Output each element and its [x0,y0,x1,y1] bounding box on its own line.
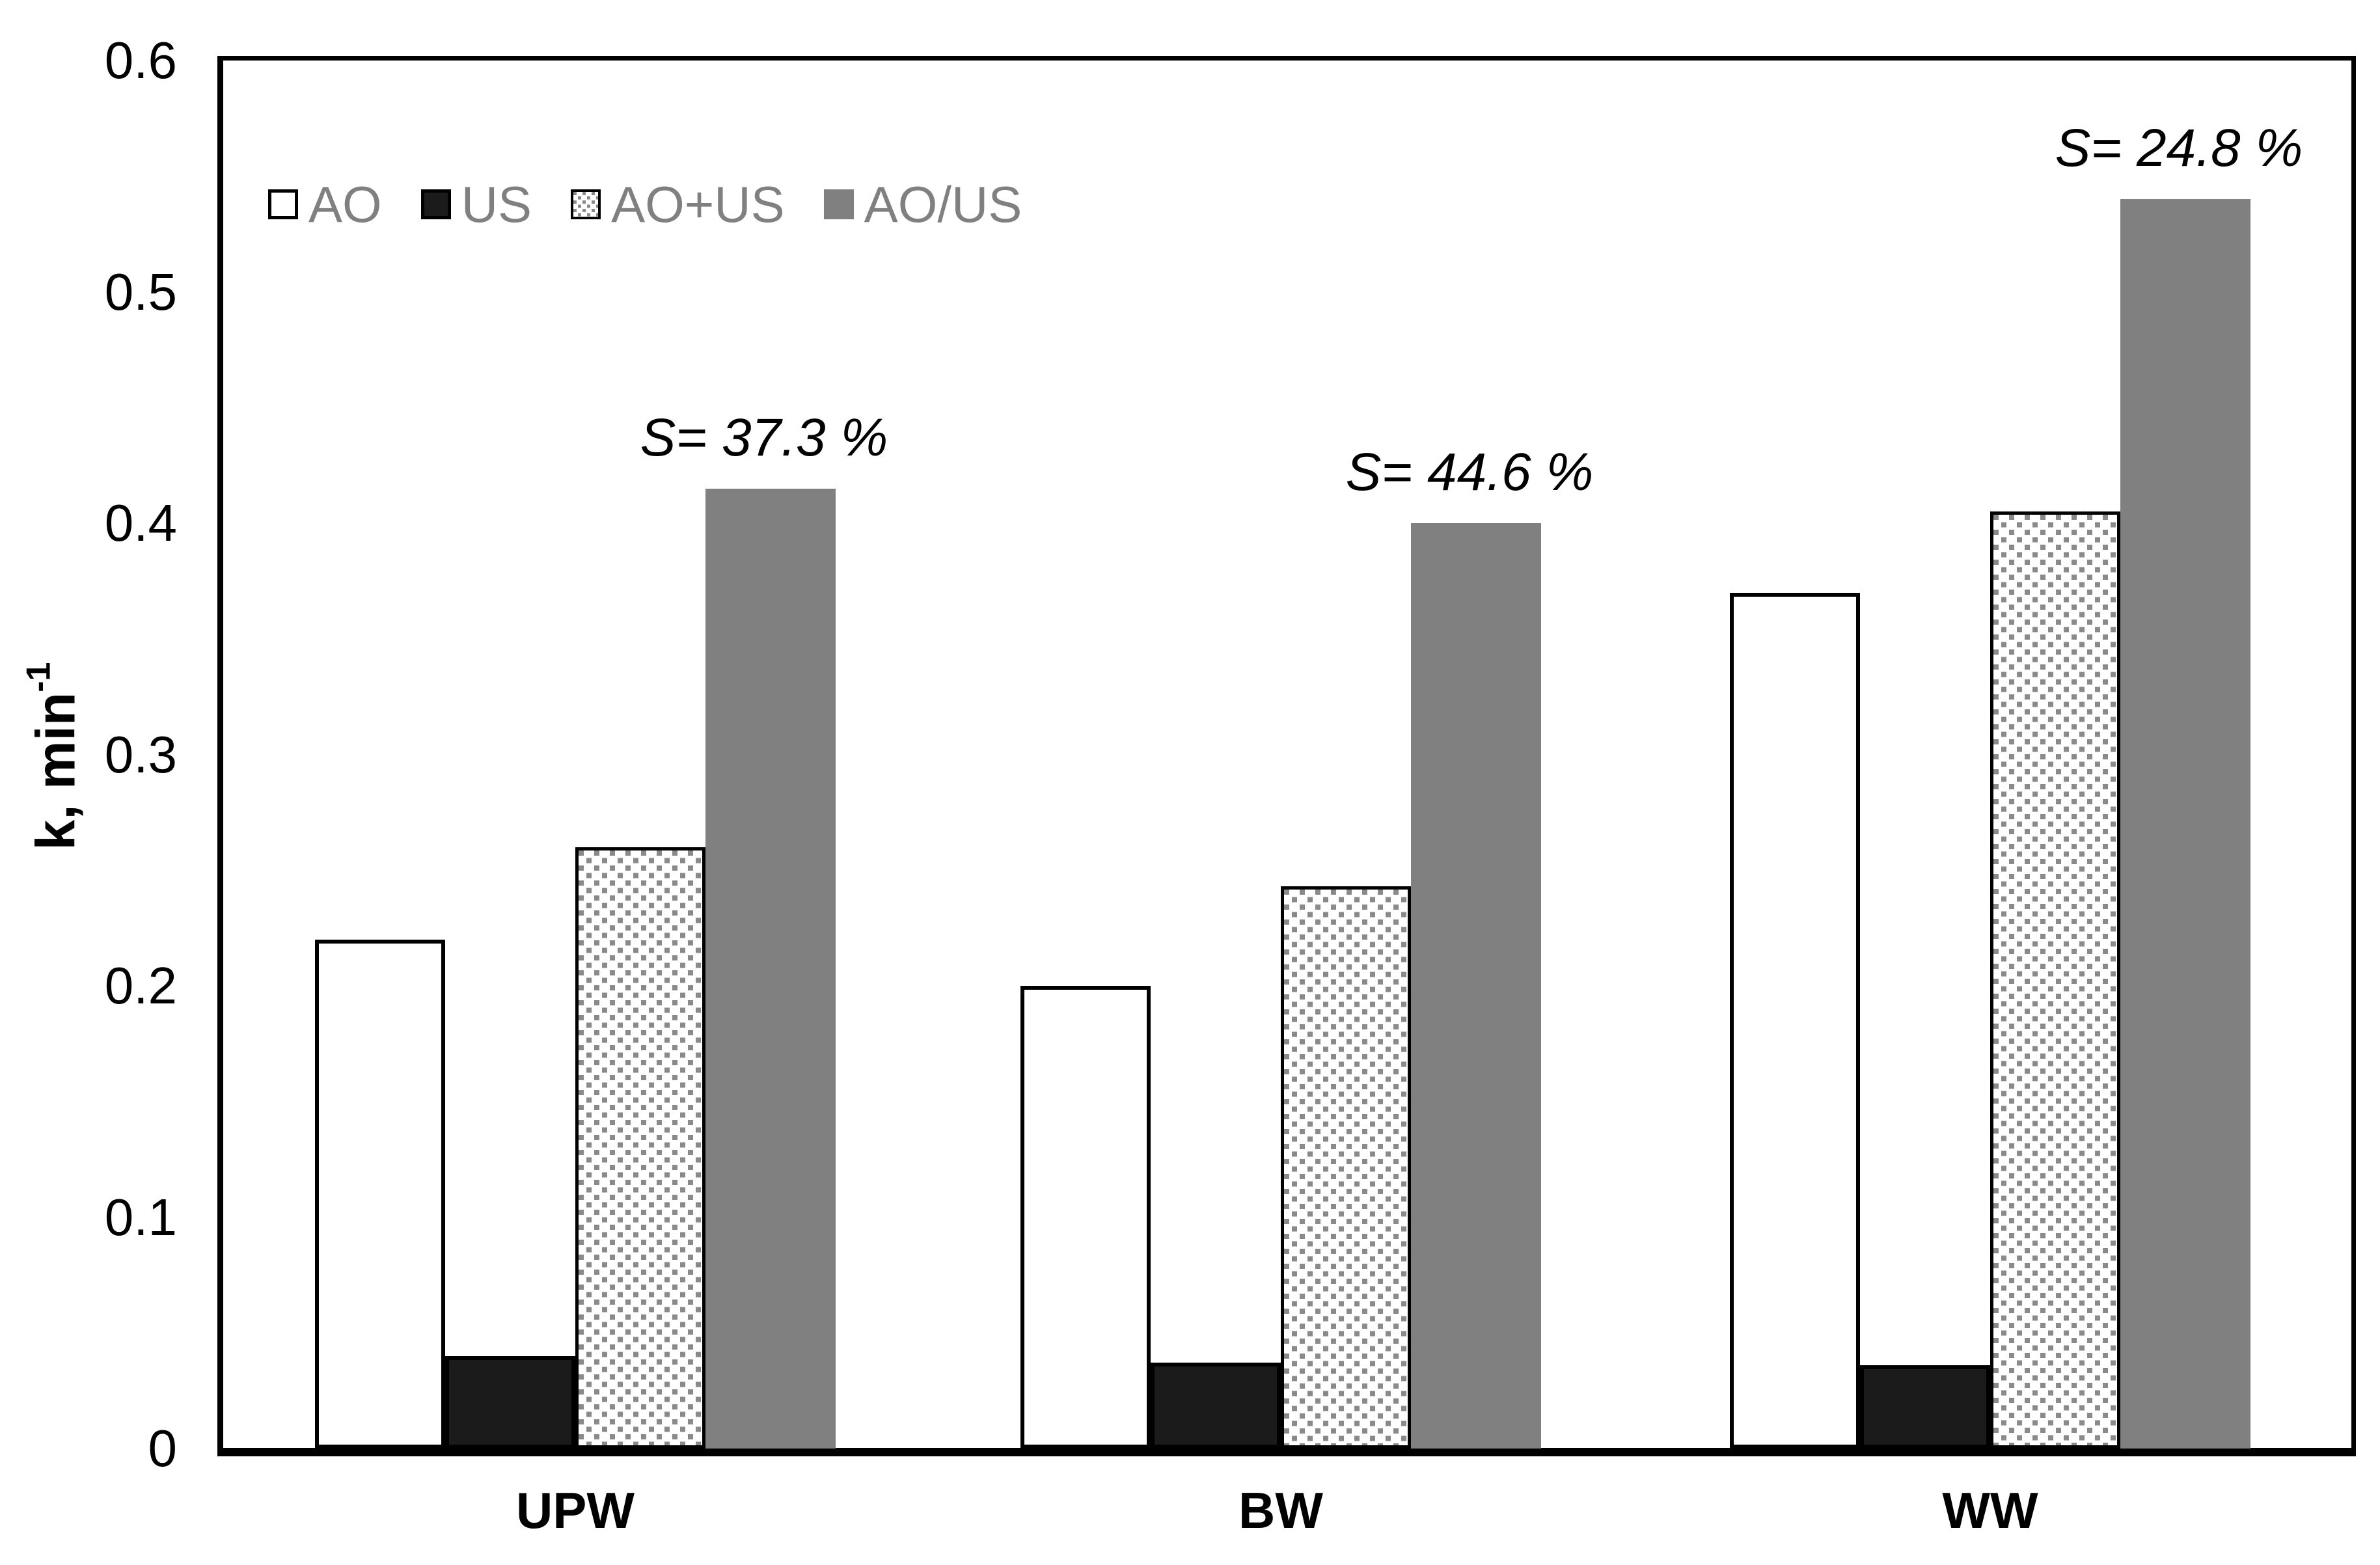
bar-ao-us-upw [705,488,836,1449]
bar-ao-us-ww [2120,199,2250,1449]
y-tick-label-0.4: 0.4 [104,494,177,552]
bar-ao-us-upw [575,847,705,1449]
synergy-annotation-bw: S= 44.6 % [1345,442,1594,502]
bar-ao-us-ww [1990,511,2120,1449]
synergy-annotation-ww: S= 24.8 % [2055,118,2303,178]
x-category-label-upw: UPW [516,1482,635,1539]
y-tick-label-0.3: 0.3 [104,725,177,783]
legend-label-ao: AO [308,176,382,233]
bar-ao-bw [1020,986,1151,1449]
synergy-annotation-upw: S= 37.3 % [640,407,888,467]
x-category-label-ww: WW [1942,1482,2038,1539]
bar-us-upw [445,1355,575,1449]
plot-area [217,56,2356,1456]
bar-us-bw [1151,1363,1281,1449]
legend-swatch-ao-slash-us [823,189,854,219]
bar-ao-us-bw [1281,886,1411,1449]
legend-label-ao-plus-us: AO+US [611,176,785,233]
legend: AO US AO+US AO/US [268,174,1022,234]
legend-label-us: US [461,176,532,233]
legend-label-ao-slash-us: AO/US [864,176,1022,233]
y-tick-label-0.2: 0.2 [104,957,177,1014]
bar-ao-upw [315,939,445,1449]
y-tick-label-0.5: 0.5 [104,262,177,321]
y-tick-label-0.1: 0.1 [104,1188,177,1246]
legend-item-us: US [420,176,532,233]
legend-swatch-ao-plus-us [571,189,601,219]
legend-item-ao-slash-us: AO/US [823,176,1022,233]
legend-item-ao: AO [268,179,382,230]
y-tick-label-0: 0 [148,1419,178,1477]
legend-swatch-ao [268,189,298,219]
bar-us-ww [1860,1365,1990,1449]
bar-ao-ww [1730,592,1860,1449]
x-category-label-bw: BW [1238,1482,1323,1539]
legend-swatch-us [420,189,451,219]
y-tick-label-0.6: 0.6 [104,31,177,89]
legend-item-ao-plus-us: AO+US [571,179,785,230]
y-axis-title-exponent: -1 [20,662,58,692]
bar-ao-us-bw [1411,523,1541,1449]
